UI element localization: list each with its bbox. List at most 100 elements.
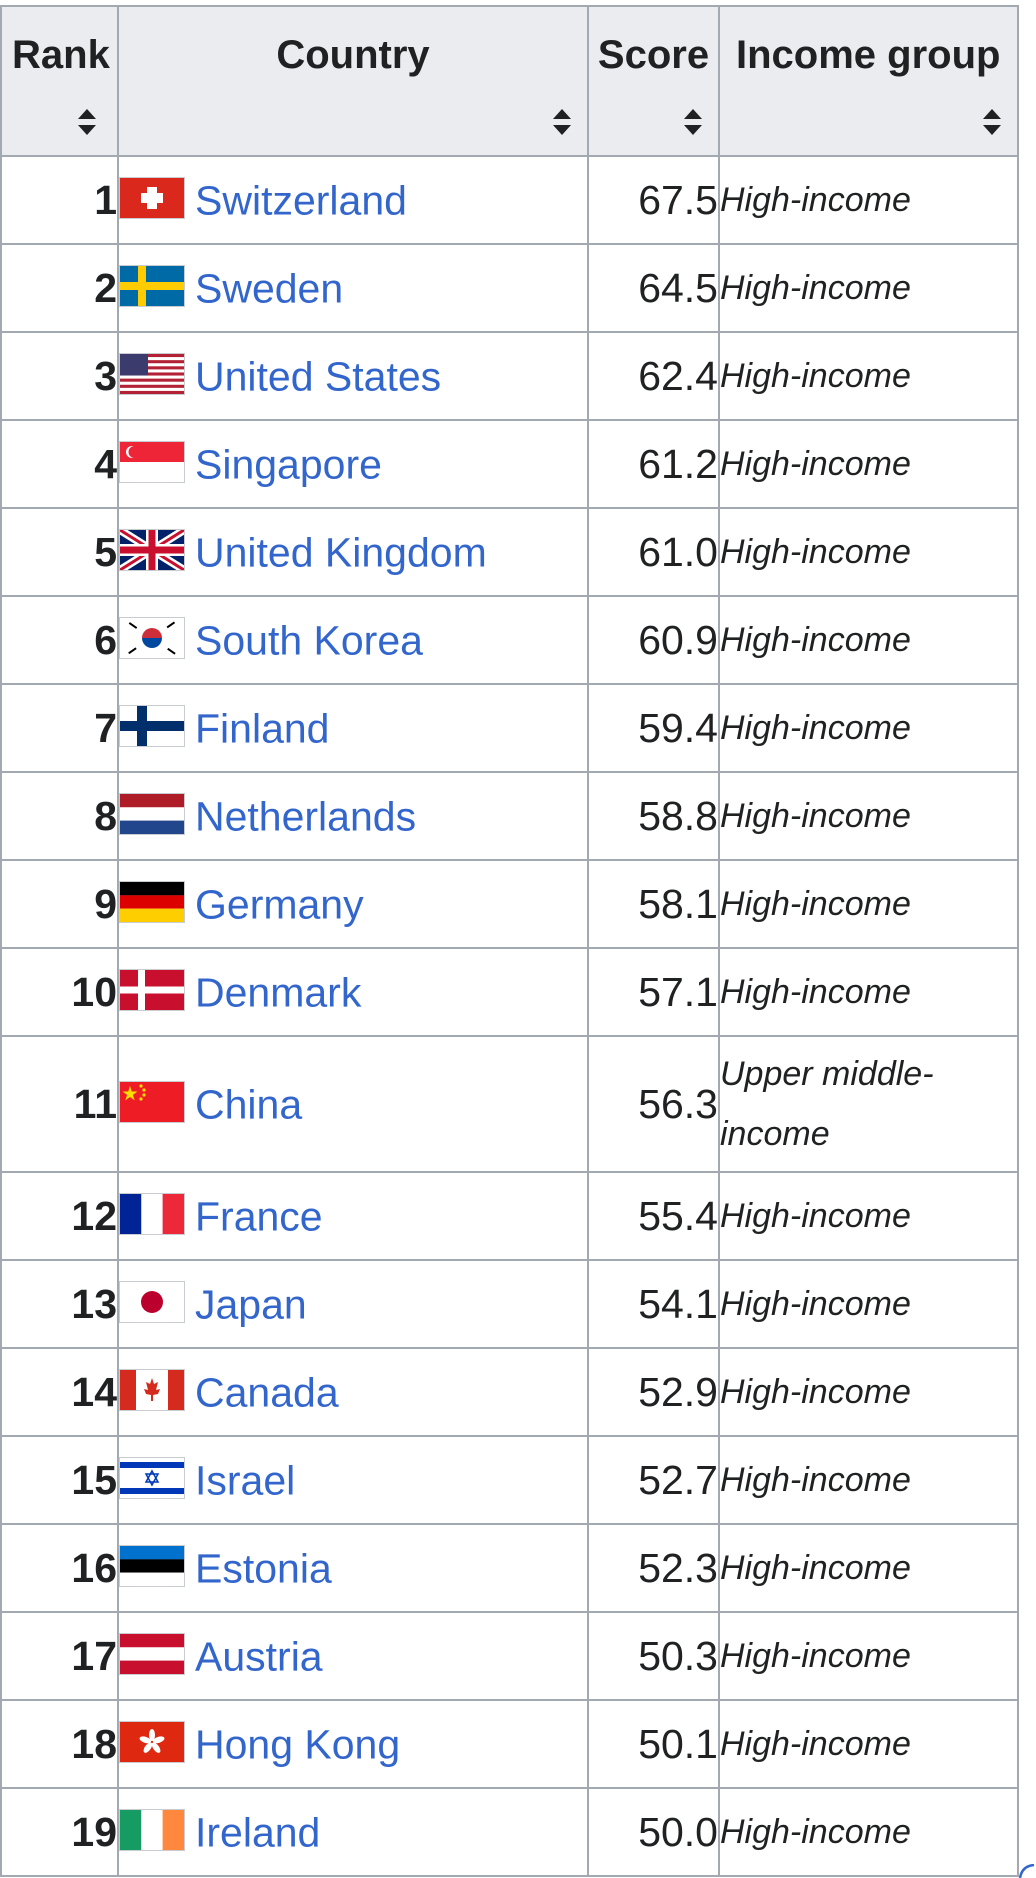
flag-ireland-icon <box>119 1809 185 1852</box>
score-cell: 52.3 <box>587 1523 720 1613</box>
country-link[interactable]: France <box>195 1193 323 1240</box>
score-cell: 56.3 <box>587 1035 720 1173</box>
sort-icon[interactable] <box>981 107 1003 137</box>
income-cell: High-income <box>718 1435 1019 1525</box>
income-cell: High-income <box>718 595 1019 685</box>
income-cell: High-income <box>718 1171 1019 1261</box>
country-link[interactable]: Ireland <box>195 1809 321 1856</box>
country-cell: China <box>117 1035 589 1173</box>
country-link[interactable]: Israel <box>195 1457 296 1504</box>
country-link[interactable]: Hong Kong <box>195 1721 401 1768</box>
resize-corner-icon <box>1018 1864 1035 1878</box>
country-link[interactable]: Denmark <box>195 969 362 1016</box>
table-row: 4 Singapore 61.2 High-income <box>0 419 1019 509</box>
table-row: 9 Germany 58.1 High-income <box>0 859 1019 949</box>
country-link[interactable]: United Kingdom <box>195 529 487 576</box>
rank-cell: 5 <box>0 507 119 597</box>
table-row: 2 Sweden 64.5 High-income <box>0 243 1019 333</box>
country-cell: Germany <box>117 859 589 949</box>
sort-icon[interactable] <box>76 107 98 137</box>
country-link[interactable]: United States <box>195 353 442 400</box>
flag-china-icon <box>119 1081 185 1124</box>
country-cell: Austria <box>117 1611 589 1701</box>
country-cell: Finland <box>117 683 589 773</box>
country-link[interactable]: South Korea <box>195 617 423 664</box>
flag-south-korea-icon <box>119 617 185 660</box>
country-link[interactable]: Sweden <box>195 265 344 312</box>
score-cell: 58.1 <box>587 859 720 949</box>
country-link[interactable]: Netherlands <box>195 793 417 840</box>
country-cell: Hong Kong <box>117 1699 589 1789</box>
country-cell: Canada <box>117 1347 589 1437</box>
income-cell: High-income <box>718 1611 1019 1701</box>
country-link[interactable]: Germany <box>195 881 364 928</box>
country-cell: Singapore <box>117 419 589 509</box>
table-row: 7 Finland 59.4 High-income <box>0 683 1019 773</box>
rank-cell: 6 <box>0 595 119 685</box>
sort-icon[interactable] <box>551 107 573 137</box>
header-country[interactable]: Country <box>117 5 589 157</box>
flag-switzerland-icon <box>119 177 185 220</box>
flag-singapore-icon <box>119 441 185 484</box>
score-cell: 52.9 <box>587 1347 720 1437</box>
income-cell: High-income <box>718 859 1019 949</box>
score-cell: 61.2 <box>587 419 720 509</box>
header-income[interactable]: Income group <box>718 5 1019 157</box>
flag-germany-icon <box>119 881 185 924</box>
income-cell: High-income <box>718 1699 1019 1789</box>
country-cell: Israel <box>117 1435 589 1525</box>
table-row: 13 Japan 54.1 High-income <box>0 1259 1019 1349</box>
flag-uk-icon <box>119 529 185 572</box>
country-cell: France <box>117 1171 589 1261</box>
rank-cell: 19 <box>0 1787 119 1877</box>
score-cell: 57.1 <box>587 947 720 1037</box>
country-link[interactable]: Austria <box>195 1633 323 1680</box>
flag-sweden-icon <box>119 265 185 308</box>
flag-france-icon <box>119 1193 185 1236</box>
table-row: 17 Austria 50.3 High-income <box>0 1611 1019 1701</box>
country-link[interactable]: Estonia <box>195 1545 332 1592</box>
income-cell: High-income <box>718 1259 1019 1349</box>
score-cell: 60.9 <box>587 595 720 685</box>
score-cell: 59.4 <box>587 683 720 773</box>
ranking-table: Rank Country Score Income group 1 Switzer… <box>0 5 1019 1877</box>
country-cell: Denmark <box>117 947 589 1037</box>
income-cell: High-income <box>718 1347 1019 1437</box>
income-cell: High-income <box>718 1787 1019 1877</box>
country-link[interactable]: Canada <box>195 1369 339 1416</box>
income-cell: Upper middle-income <box>718 1035 1019 1173</box>
country-cell: Japan <box>117 1259 589 1349</box>
table-row: 16 Estonia 52.3 High-income <box>0 1523 1019 1613</box>
table-row: 12 France 55.4 High-income <box>0 1171 1019 1261</box>
rank-cell: 13 <box>0 1259 119 1349</box>
flag-denmark-icon <box>119 969 185 1012</box>
country-link[interactable]: Switzerland <box>195 177 407 224</box>
rank-cell: 12 <box>0 1171 119 1261</box>
rank-cell: 1 <box>0 155 119 245</box>
sort-icon[interactable] <box>682 107 704 137</box>
score-cell: 52.7 <box>587 1435 720 1525</box>
income-cell: High-income <box>718 947 1019 1037</box>
flag-netherlands-icon <box>119 793 185 836</box>
income-cell: High-income <box>718 683 1019 773</box>
country-link[interactable]: China <box>195 1081 303 1128</box>
header-score[interactable]: Score <box>587 5 720 157</box>
income-cell: High-income <box>718 771 1019 861</box>
score-cell: 61.0 <box>587 507 720 597</box>
country-cell: Ireland <box>117 1787 589 1877</box>
score-cell: 55.4 <box>587 1171 720 1261</box>
rank-cell: 18 <box>0 1699 119 1789</box>
income-cell: High-income <box>718 1523 1019 1613</box>
rank-cell: 15 <box>0 1435 119 1525</box>
country-cell: Netherlands <box>117 771 589 861</box>
rank-cell: 4 <box>0 419 119 509</box>
score-cell: 64.5 <box>587 243 720 333</box>
country-link[interactable]: Singapore <box>195 441 382 488</box>
table-row: 15 Israel 52.7 High-income <box>0 1435 1019 1525</box>
income-cell: High-income <box>718 507 1019 597</box>
flag-finland-icon <box>119 705 185 748</box>
header-income-label: Income group <box>736 33 1001 77</box>
country-link[interactable]: Finland <box>195 705 330 752</box>
header-rank[interactable]: Rank <box>0 5 119 157</box>
country-link[interactable]: Japan <box>195 1281 307 1328</box>
